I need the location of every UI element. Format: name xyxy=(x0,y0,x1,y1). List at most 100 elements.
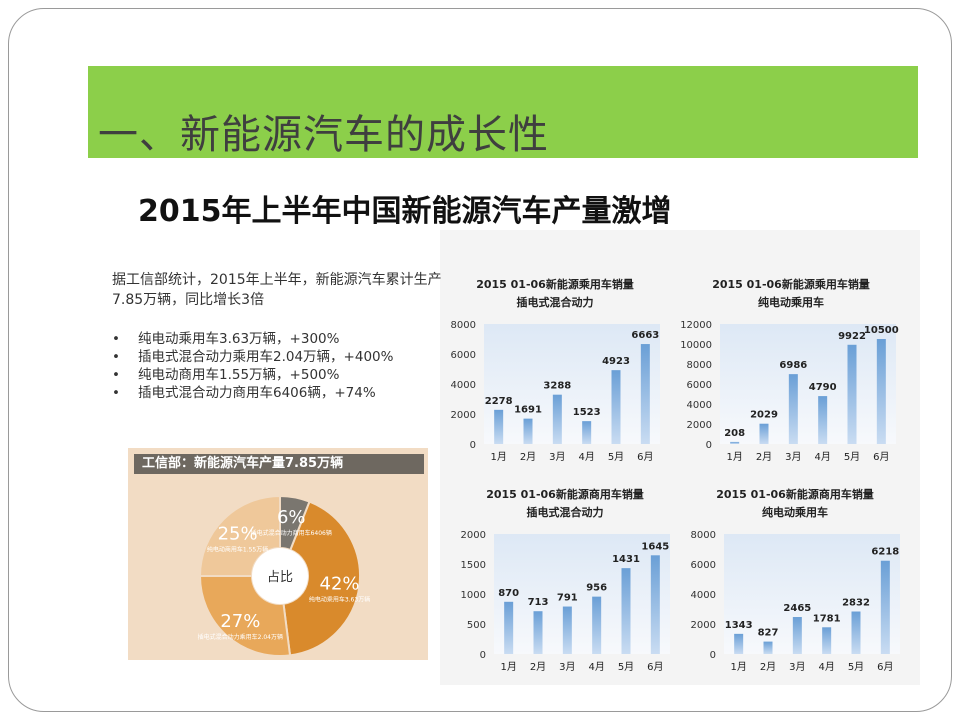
pie-slice-percent: 42% xyxy=(320,574,360,595)
bar xyxy=(851,611,861,654)
bar-value-label: 870 xyxy=(498,588,519,599)
x-tick-label: 3月 xyxy=(789,661,805,673)
y-tick-label: 4000 xyxy=(687,400,712,411)
bar xyxy=(759,423,769,444)
plot-area xyxy=(494,534,670,654)
x-tick-label: 2月 xyxy=(530,661,546,673)
bar xyxy=(763,641,773,654)
chart-subtitle: 插电式混合动力 xyxy=(526,506,604,519)
bar-value-label: 1523 xyxy=(573,407,601,418)
chart-title: 2015 01-06新能源乘用车销量 xyxy=(476,278,634,291)
bar-value-label: 6986 xyxy=(779,360,807,371)
x-tick-label: 5月 xyxy=(608,451,624,463)
x-tick-label: 4月 xyxy=(814,451,830,463)
chart-title: 2015 01-06新能源乘用车销量 xyxy=(712,278,870,291)
x-tick-label: 2月 xyxy=(756,451,772,463)
pie-slice-label: 插电式混合动力乘用车2.04万辆 xyxy=(198,633,283,641)
y-tick-label: 12000 xyxy=(680,320,712,331)
bar xyxy=(788,374,798,444)
x-tick-label: 3月 xyxy=(549,451,565,463)
stat-item: 插电式混合动力乘用车2.04万辆，+400% xyxy=(112,348,393,366)
x-tick-label: 4月 xyxy=(588,661,604,673)
x-tick-label: 4月 xyxy=(818,661,834,673)
x-tick-label: 5月 xyxy=(844,451,860,463)
bar xyxy=(592,596,602,654)
bar xyxy=(504,601,514,654)
stat-item: 纯电动乘用车3.63万辆，+300% xyxy=(112,330,393,348)
bar-value-label: 2278 xyxy=(485,396,513,407)
bar-value-label: 2832 xyxy=(842,598,870,609)
x-tick-label: 6月 xyxy=(873,451,889,463)
bar-value-label: 1645 xyxy=(641,541,669,552)
bar-value-label: 1431 xyxy=(612,554,640,565)
bar-value-label: 1691 xyxy=(514,405,542,416)
x-tick-label: 1月 xyxy=(726,451,742,463)
bar-value-label: 791 xyxy=(557,593,578,604)
bar xyxy=(533,611,543,654)
stat-item: 插电式混合动力商用车6406辆，+74% xyxy=(112,384,393,402)
y-tick-label: 8000 xyxy=(687,360,712,371)
x-tick-label: 3月 xyxy=(785,451,801,463)
bar-value-label: 713 xyxy=(528,597,549,608)
pie-slice-label: 插电式混合动力商用车6406辆 xyxy=(251,529,332,537)
plot-area xyxy=(484,324,660,444)
x-tick-label: 6月 xyxy=(637,451,653,463)
bar-value-label: 2465 xyxy=(783,603,811,614)
y-tick-label: 2000 xyxy=(691,620,716,631)
y-tick-label: 0 xyxy=(710,650,716,661)
y-tick-label: 4000 xyxy=(451,380,476,391)
bar xyxy=(621,568,631,654)
plot-area xyxy=(724,534,900,654)
bar xyxy=(734,633,744,654)
x-tick-label: 2月 xyxy=(520,451,536,463)
bar-value-label: 827 xyxy=(758,628,779,639)
y-tick-label: 10000 xyxy=(680,340,712,351)
pie-center-label: 占比 xyxy=(267,570,293,585)
x-tick-label: 3月 xyxy=(559,661,575,673)
bar xyxy=(562,606,572,654)
bar xyxy=(792,617,802,654)
y-tick-label: 8000 xyxy=(451,320,476,331)
pie-center xyxy=(252,548,308,604)
bar-value-label: 1781 xyxy=(813,613,841,624)
bar xyxy=(818,396,828,444)
plot-area xyxy=(720,324,896,444)
chart-subtitle: 纯电动乘用车 xyxy=(758,296,824,309)
bar-chart-bev-commercial: 2015 01-06新能源商用车销量 纯电动乘用车 0 2000 4000 6000 8… xyxy=(680,486,910,686)
x-tick-label: 1月 xyxy=(730,661,746,673)
y-tick-label: 0 xyxy=(706,440,712,451)
y-tick-label: 2000 xyxy=(461,530,486,541)
intro-text: 据工信部统计，2015年上半年，新能源汽车累计生产7.85万辆，同比增长3倍 xyxy=(112,272,442,308)
bar-value-label: 10500 xyxy=(864,325,899,336)
pie-title: 工信部：新能源汽车产量7.85万辆 xyxy=(134,454,424,474)
y-tick-label: 6000 xyxy=(687,380,712,391)
bar xyxy=(494,409,504,444)
chart-subtitle: 纯电动乘用车 xyxy=(762,506,828,519)
chart-subtitle: 插电式混合动力 xyxy=(516,296,594,309)
bar xyxy=(650,555,660,654)
bar-value-label: 1343 xyxy=(725,620,753,631)
y-tick-label: 2000 xyxy=(687,420,712,431)
y-tick-label: 0 xyxy=(470,440,476,451)
x-tick-label: 1月 xyxy=(490,451,506,463)
section-title-bar: 一、新能源汽车的成长性 xyxy=(88,66,918,158)
y-tick-label: 1500 xyxy=(461,560,486,571)
bar xyxy=(582,421,592,444)
bar-value-label: 2029 xyxy=(750,410,778,421)
y-tick-label: 0 xyxy=(480,650,486,661)
pie-slice-label: 纯电动乘用车3.63万辆 xyxy=(309,596,370,604)
y-tick-label: 4000 xyxy=(691,590,716,601)
chart-title: 2015 01-06新能源商用车销量 xyxy=(716,488,874,501)
bar xyxy=(880,560,890,654)
bar xyxy=(822,627,832,654)
chart-title: 2015 01-06新能源商用车销量 xyxy=(486,488,644,501)
bar-value-label: 956 xyxy=(586,583,607,594)
bar-value-label: 4923 xyxy=(602,356,630,367)
bar-value-label: 3288 xyxy=(543,381,571,392)
y-tick-label: 6000 xyxy=(691,560,716,571)
section-title: 一、新能源汽车的成长性 xyxy=(98,112,549,158)
bar xyxy=(523,418,533,444)
pie-chart-panel: 工信部：新能源汽车产量7.85万辆 42% 纯电动乘用车3.63万辆 27% 插电式混… xyxy=(128,448,428,660)
bar-value-label: 6218 xyxy=(871,547,899,558)
pie-slice-percent: 27% xyxy=(220,611,260,632)
